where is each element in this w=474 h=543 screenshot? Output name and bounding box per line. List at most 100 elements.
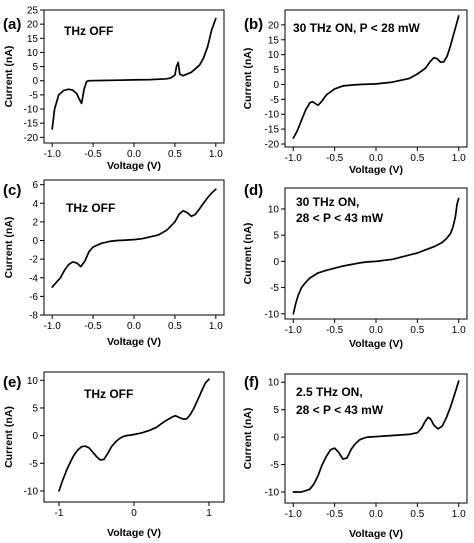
panel-5: (f) 2.5 THz ON, 28 < P < 43 mW -1.0 -0.5 0.0 0… xyxy=(242,374,467,540)
x-axis-label: Voltage (V) xyxy=(107,160,161,172)
y-tick-label: -15 xyxy=(265,125,280,136)
y-tick-label: -5 xyxy=(270,95,279,106)
y-tick-label: -10 xyxy=(24,105,39,116)
y-axis-label: Current (nA) xyxy=(3,217,15,279)
y-tick-label: -5 xyxy=(270,283,279,294)
y-tick-label: 15 xyxy=(268,35,280,46)
y-tick-label: -20 xyxy=(24,133,39,144)
plot-frame xyxy=(44,372,224,502)
annotation-text: 30 THz ON, P < 28 mW xyxy=(293,21,420,35)
x-tick-label: -0.5 xyxy=(84,321,102,332)
y-axis-label: Current (nA) xyxy=(3,406,15,468)
y-tick-label: 10 xyxy=(268,378,280,389)
x-axis-label: Voltage (V) xyxy=(349,164,403,176)
iv-curve-line xyxy=(59,379,209,491)
x-tick-label: -0.5 xyxy=(326,509,344,520)
y-tick-label: 0 xyxy=(32,236,38,247)
y-tick-label: 0 xyxy=(273,257,279,268)
x-tick-label: -0.5 xyxy=(326,153,344,164)
x-tick-label: 1.0 xyxy=(452,509,466,520)
x-tick-label: 0.0 xyxy=(369,509,383,520)
x-tick-label: -1.0 xyxy=(44,149,62,160)
y-tick-label: 5 xyxy=(273,65,279,76)
panel-label: (c) xyxy=(3,182,21,199)
x-tick-label: 0.0 xyxy=(369,325,383,336)
y-tick-label: -10 xyxy=(265,488,280,499)
y-tick-label: 4 xyxy=(32,199,38,210)
x-tick-label: -1.0 xyxy=(285,153,303,164)
y-tick-label: 10 xyxy=(27,48,39,59)
y-tick-label: 10 xyxy=(268,50,280,61)
panel-label: (f) xyxy=(244,374,259,391)
annotation-text: 2.5 THz ON, xyxy=(296,385,363,399)
annotation-text: THz OFF xyxy=(64,24,113,38)
y-tick-label: 0 xyxy=(32,431,38,442)
y-tick-label: -8 xyxy=(29,311,38,322)
y-tick-label: 10 xyxy=(27,376,39,387)
y-tick-label: -2 xyxy=(29,255,38,266)
y-tick-label: -6 xyxy=(29,292,38,303)
y-tick-label: 6 xyxy=(32,180,38,191)
y-tick-label: -20 xyxy=(265,140,280,151)
x-tick-label: -1 xyxy=(55,508,64,519)
x-tick-label: 0.5 xyxy=(410,153,424,164)
y-tick-label: -5 xyxy=(29,90,38,101)
y-tick-label: 10 xyxy=(268,204,280,215)
annotation-text: 28 < P < 43 mW xyxy=(296,211,384,225)
x-tick-label: 1 xyxy=(206,508,212,519)
x-tick-label: 0.0 xyxy=(127,321,141,332)
x-tick-label: -1.0 xyxy=(285,325,303,336)
y-tick-label: -5 xyxy=(270,460,279,471)
x-tick-label: -1.0 xyxy=(285,509,303,520)
y-tick-label: -4 xyxy=(29,273,38,284)
x-tick-label: 0.5 xyxy=(168,149,182,160)
y-tick-label: -10 xyxy=(24,486,39,497)
y-tick-label: 25 xyxy=(27,6,39,17)
panel-label: (d) xyxy=(244,182,263,199)
y-tick-label: 5 xyxy=(32,403,38,414)
y-tick-label: -15 xyxy=(24,119,39,130)
y-axis-label: Current (nA) xyxy=(242,48,254,110)
x-tick-label: 0.0 xyxy=(127,149,141,160)
y-tick-label: 0 xyxy=(273,433,279,444)
y-tick-label: 0 xyxy=(32,76,38,87)
x-axis-label: Voltage (V) xyxy=(349,528,403,540)
y-tick-label: 0 xyxy=(273,80,279,91)
y-tick-label: -10 xyxy=(265,309,280,320)
x-tick-label: 0.5 xyxy=(410,325,424,336)
x-tick-label: 1.0 xyxy=(209,321,223,332)
y-tick-label: 2 xyxy=(32,217,38,228)
annotation-text: 28 < P < 43 mW xyxy=(296,403,384,417)
x-tick-label: 1.0 xyxy=(209,149,223,160)
x-tick-label: -1.0 xyxy=(44,321,62,332)
x-axis-label: Voltage (V) xyxy=(107,336,161,348)
y-tick-label: 5 xyxy=(32,62,38,73)
x-tick-label: 0.5 xyxy=(168,321,182,332)
x-tick-label: 0 xyxy=(131,508,137,519)
x-tick-label: -0.5 xyxy=(84,149,102,160)
x-tick-label: 1.0 xyxy=(452,153,466,164)
y-tick-label: -5 xyxy=(29,459,38,470)
annotation-text: THz OFF xyxy=(84,387,133,401)
y-tick-label: 20 xyxy=(27,20,39,31)
y-axis-label: Current (nA) xyxy=(3,46,15,108)
y-tick-label: 5 xyxy=(273,405,279,416)
x-axis-label: Voltage (V) xyxy=(349,338,403,350)
y-tick-label: 20 xyxy=(268,20,280,31)
panel-label: (a) xyxy=(3,16,21,33)
y-axis-label: Current (nA) xyxy=(242,408,254,470)
panel-3: (d) 30 THz ON, 28 < P < 43 mW -1.0 -0.5 0.0 0.… xyxy=(242,182,467,350)
y-axis-label: Current (nA) xyxy=(242,223,254,285)
annotation-text: 30 THz ON, xyxy=(296,195,359,209)
x-tick-label: -0.5 xyxy=(326,325,344,336)
y-tick-label: 15 xyxy=(27,34,39,45)
x-tick-label: 1.0 xyxy=(452,325,466,336)
x-tick-label: 0.0 xyxy=(369,153,383,164)
panel-label: (b) xyxy=(244,16,263,33)
panel-2: (c) THz OFF -1.0 -0.5 0.0 0.5 1.0 -8 -6 -4 -2 0 2 4 6 V… xyxy=(3,180,224,348)
panel-0: (a) THz OFF -1.0 -0.5 0.0 0.5 1.0 -20 -15 -10 -5 0 5… xyxy=(3,6,224,173)
y-tick-label: 5 xyxy=(273,231,279,242)
annotation-text: THz OFF xyxy=(66,201,115,215)
